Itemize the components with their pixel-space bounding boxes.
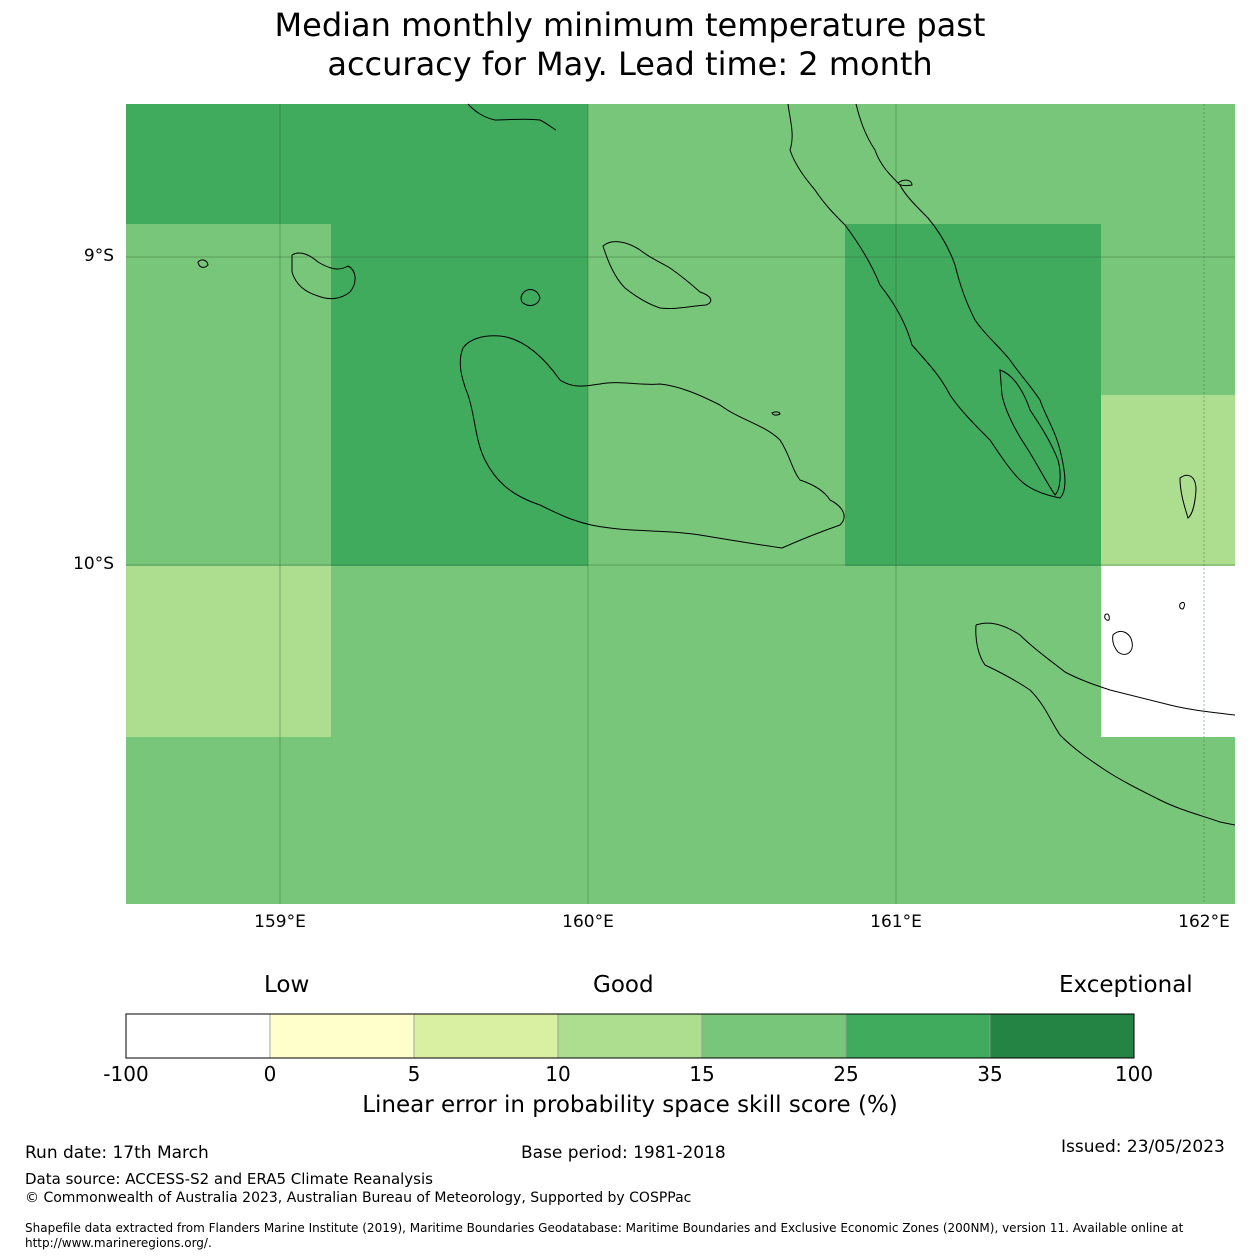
issued-date: Issued: 23/05/2023 <box>1061 1137 1225 1157</box>
lon-label-160e: 160°E <box>562 912 614 932</box>
colorbar-tick: 25 <box>833 1062 859 1086</box>
grid-cell <box>126 104 588 224</box>
island-small-nw <box>197 259 209 268</box>
grid-cell <box>1101 395 1235 566</box>
grid-cell <box>588 224 845 566</box>
island-savo <box>520 289 541 306</box>
grid-cell <box>331 566 1101 737</box>
colorbar-segment <box>125 1013 271 1059</box>
grid-cell <box>1101 224 1235 395</box>
colorbar-axis-label: Linear error in probability space skill … <box>362 1092 898 1118</box>
shapefile-credit-line-2: http://www.marineregions.org/. <box>25 1236 212 1250</box>
lat-label-10s: 10°S <box>73 554 114 574</box>
lat-label-9s: 9°S <box>83 246 114 266</box>
data-source: Data source: ACCESS-S2 and ERA5 Climate … <box>25 1170 433 1188</box>
base-period: Base period: 1981-2018 <box>521 1143 726 1163</box>
colorbar <box>125 1013 1135 1059</box>
map-title: Median monthly minimum temperature past … <box>0 6 1260 84</box>
colorbar-tick: 10 <box>545 1062 571 1086</box>
copyright: © Commonwealth of Australia 2023, Austra… <box>25 1190 692 1206</box>
grid-cell <box>1101 566 1235 737</box>
colorbar-category-good: Good <box>593 972 654 998</box>
island-small-6 <box>771 411 781 416</box>
title-line-1: Median monthly minimum temperature past <box>274 6 986 44</box>
colorbar-segment <box>413 1013 559 1059</box>
colorbar-tick: -100 <box>103 1062 149 1086</box>
island-small-3 <box>1104 613 1110 621</box>
grid-cell <box>845 224 1101 566</box>
island-makira <box>975 622 1236 826</box>
shapefile-credit-line-1: Shapefile data extracted from Flanders M… <box>25 1221 1184 1235</box>
island-small-5 <box>897 179 913 187</box>
colorbar-tick: 15 <box>689 1062 715 1086</box>
run-date: Run date: 17th March <box>25 1143 209 1163</box>
grid-cell <box>588 104 1235 224</box>
island-malaita <box>787 103 1066 499</box>
colorbar-tick: 100 <box>1114 1062 1154 1086</box>
island-malaita-south <box>999 369 1061 496</box>
colorbar-tick: 0 <box>263 1062 277 1086</box>
island-small-1 <box>1179 474 1197 519</box>
grid-cell <box>126 737 1235 904</box>
colorbar-outline <box>125 1013 1135 1059</box>
island-small-2 <box>1112 631 1133 655</box>
colorbar-segment <box>845 1013 991 1059</box>
lon-label-162e: 162°E <box>1178 912 1230 932</box>
lon-label-159e: 159°E <box>254 912 306 932</box>
island-russell <box>291 252 356 300</box>
island-small-4 <box>1179 601 1185 610</box>
lon-label-161e: 161°E <box>870 912 922 932</box>
island-guadalcanal <box>459 335 845 549</box>
island-north-1 <box>467 103 557 131</box>
colorbar-tick: 35 <box>977 1062 1003 1086</box>
colorbar-segment <box>701 1013 847 1059</box>
title-line-2: accuracy for May. Lead time: 2 month <box>327 45 933 83</box>
colorbar-category-low: Low <box>264 972 310 998</box>
colorbar-tick: 5 <box>407 1062 421 1086</box>
colorbar-segment <box>557 1013 703 1059</box>
grid-cell <box>126 224 331 566</box>
grid-cell <box>331 224 588 566</box>
colorbar-segment <box>269 1013 415 1059</box>
island-nggela <box>602 241 712 310</box>
colorbar-category-exceptional: Exceptional <box>1059 972 1193 998</box>
coastlines <box>197 103 1236 826</box>
grid-cell <box>126 566 331 737</box>
skill-grid-cells <box>126 104 1235 904</box>
colorbar-segment <box>989 1013 1135 1059</box>
